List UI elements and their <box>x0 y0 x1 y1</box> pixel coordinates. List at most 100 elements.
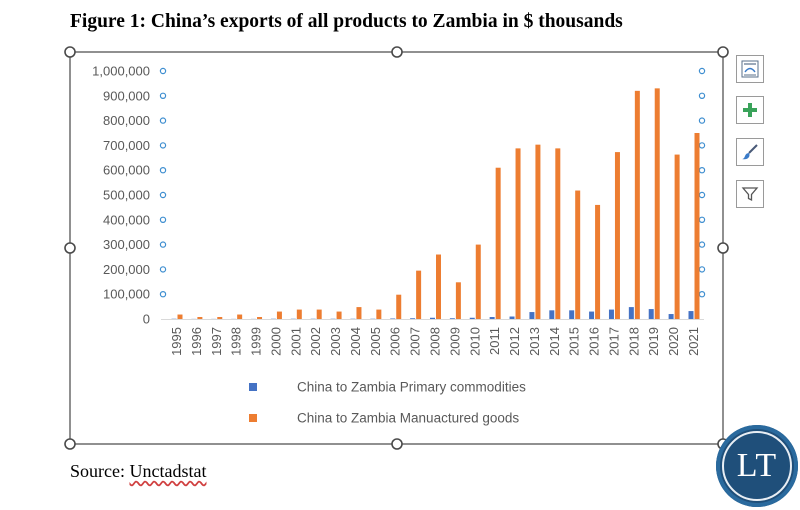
bar-primary-2018[interactable] <box>628 307 634 319</box>
plot-handle-dot <box>698 67 706 75</box>
y-tick-label: 300,000 <box>103 237 150 252</box>
source-prefix: Source: <box>70 461 130 481</box>
bar-manufactured-2019[interactable] <box>654 88 660 319</box>
y-tick-label: 100,000 <box>103 287 150 302</box>
legend-label-manufactured: China to Zambia Manuactured goods <box>297 411 519 426</box>
chart-styles-brush-icon[interactable] <box>736 138 764 166</box>
bar-manufactured-2016[interactable] <box>595 204 601 319</box>
bar-manufactured-2017[interactable] <box>614 152 620 319</box>
bar-manufactured-2001[interactable] <box>296 309 302 319</box>
plot-handle-dot <box>698 216 706 223</box>
chart-filter-icon[interactable] <box>736 180 764 208</box>
bar-manufactured-2007[interactable] <box>416 270 422 319</box>
x-tick-label: 2021 <box>686 327 701 356</box>
plot-handle-dot <box>159 266 167 273</box>
x-tick-label: 2007 <box>408 327 423 356</box>
bars[interactable] <box>171 88 700 320</box>
bar-primary-2007[interactable] <box>410 318 416 319</box>
x-tick-label: 1998 <box>229 327 244 356</box>
logo-text: LT <box>722 431 792 501</box>
x-tick-label: 2004 <box>348 327 363 356</box>
bar-manufactured-2002[interactable] <box>316 309 322 319</box>
bar-manufactured-2010[interactable] <box>475 244 481 319</box>
y-tick-label: 0 <box>143 312 150 327</box>
bar-manufactured-1998[interactable] <box>237 314 243 319</box>
chart-elements-layout-icon[interactable] <box>736 55 764 83</box>
bar-manufactured-2000[interactable] <box>276 311 282 319</box>
source-name: Unctadstat <box>129 461 207 481</box>
bar-primary-2020[interactable] <box>668 314 674 319</box>
bar-manufactured-2005[interactable] <box>376 309 382 319</box>
bar-manufactured-2018[interactable] <box>634 90 640 319</box>
bar-manufactured-2003[interactable] <box>336 311 342 319</box>
plot-area-handles <box>159 67 706 298</box>
legend-swatch-manufactured <box>249 414 257 422</box>
y-tick-label: 200,000 <box>103 262 150 277</box>
x-tick-label: 2003 <box>328 327 343 356</box>
x-tick-label: 2009 <box>447 327 462 356</box>
resize-handle[interactable] <box>64 242 76 254</box>
plot-handle-dot <box>698 191 706 199</box>
plot-handle-dot <box>698 241 706 248</box>
plot-handle-dot <box>159 166 167 174</box>
bar-manufactured-1995[interactable] <box>177 314 183 319</box>
resize-handle[interactable] <box>717 46 729 58</box>
legend[interactable]: China to Zambia Primary commodities China… <box>249 380 526 426</box>
plot-handle-dot <box>159 142 167 149</box>
x-axis: 1995 1996 1997 1998 1999 2000 2001 2002 2003 2004… <box>161 319 704 356</box>
bar-primary-2017[interactable] <box>608 309 614 319</box>
resize-handle[interactable] <box>391 46 403 58</box>
bar-primary-2015[interactable] <box>569 310 575 319</box>
bar-manufactured-2009[interactable] <box>455 282 461 319</box>
x-tick-label: 1997 <box>209 327 224 356</box>
x-tick-label: 2018 <box>626 327 641 356</box>
bar-manufactured-2008[interactable] <box>436 254 441 319</box>
resize-handle[interactable] <box>391 438 403 450</box>
bar-manufactured-1999[interactable] <box>257 317 263 319</box>
x-tick-label: 1999 <box>249 327 264 356</box>
resize-handle[interactable] <box>64 438 76 450</box>
bar-manufactured-2013[interactable] <box>535 144 541 319</box>
bar-primary-2019[interactable] <box>648 309 654 319</box>
bar-primary-2011[interactable] <box>489 317 495 319</box>
add-chart-element-icon[interactable] <box>736 96 764 124</box>
bar-primary-2021[interactable] <box>688 311 694 319</box>
bar-manufactured-2014[interactable] <box>555 148 561 319</box>
resize-handle[interactable] <box>717 242 729 254</box>
bar-primary-2016[interactable] <box>589 311 595 319</box>
y-tick-label: 900,000 <box>103 88 150 103</box>
y-tick-label: 400,000 <box>103 212 150 227</box>
bar-manufactured-2015[interactable] <box>575 190 581 319</box>
resize-handles[interactable] <box>64 46 729 450</box>
x-tick-label: 2002 <box>308 327 323 356</box>
bar-primary-2013[interactable] <box>529 312 535 319</box>
x-tick-label: 1996 <box>189 327 204 356</box>
legend-label-primary: China to Zambia Primary commodities <box>297 380 526 395</box>
bar-primary-2012[interactable] <box>509 316 515 319</box>
bar-primary-2014[interactable] <box>549 310 555 319</box>
x-tick-label: 1995 <box>169 327 184 356</box>
bar-manufactured-2021[interactable] <box>694 133 700 319</box>
plot-handle-dot <box>698 291 706 298</box>
resize-handle[interactable] <box>64 46 76 58</box>
plot-handle-dot <box>698 166 706 174</box>
plot-handle-dot <box>698 117 706 124</box>
bar-manufactured-1996[interactable] <box>197 317 203 319</box>
bar-manufactured-2012[interactable] <box>515 148 521 319</box>
bar-primary-2009[interactable] <box>449 318 455 319</box>
plot-handle-dot <box>159 241 167 248</box>
plot-handle-dot <box>159 67 167 75</box>
bar-primary-2006[interactable] <box>390 318 396 320</box>
x-tick-label: 2008 <box>428 327 443 356</box>
bar-manufactured-2004[interactable] <box>356 307 362 319</box>
bar-primary-2010[interactable] <box>469 317 475 319</box>
bar-manufactured-2011[interactable] <box>495 167 501 319</box>
x-tick-label: 2011 <box>487 327 502 355</box>
bar-manufactured-1997[interactable] <box>217 317 223 319</box>
bar-manufactured-2006[interactable] <box>396 294 402 319</box>
x-tick-label: 2016 <box>587 327 602 356</box>
bar-manufactured-2020[interactable] <box>674 154 680 319</box>
x-tick-label: 2015 <box>567 327 582 356</box>
bar-primary-2008[interactable] <box>430 317 435 319</box>
